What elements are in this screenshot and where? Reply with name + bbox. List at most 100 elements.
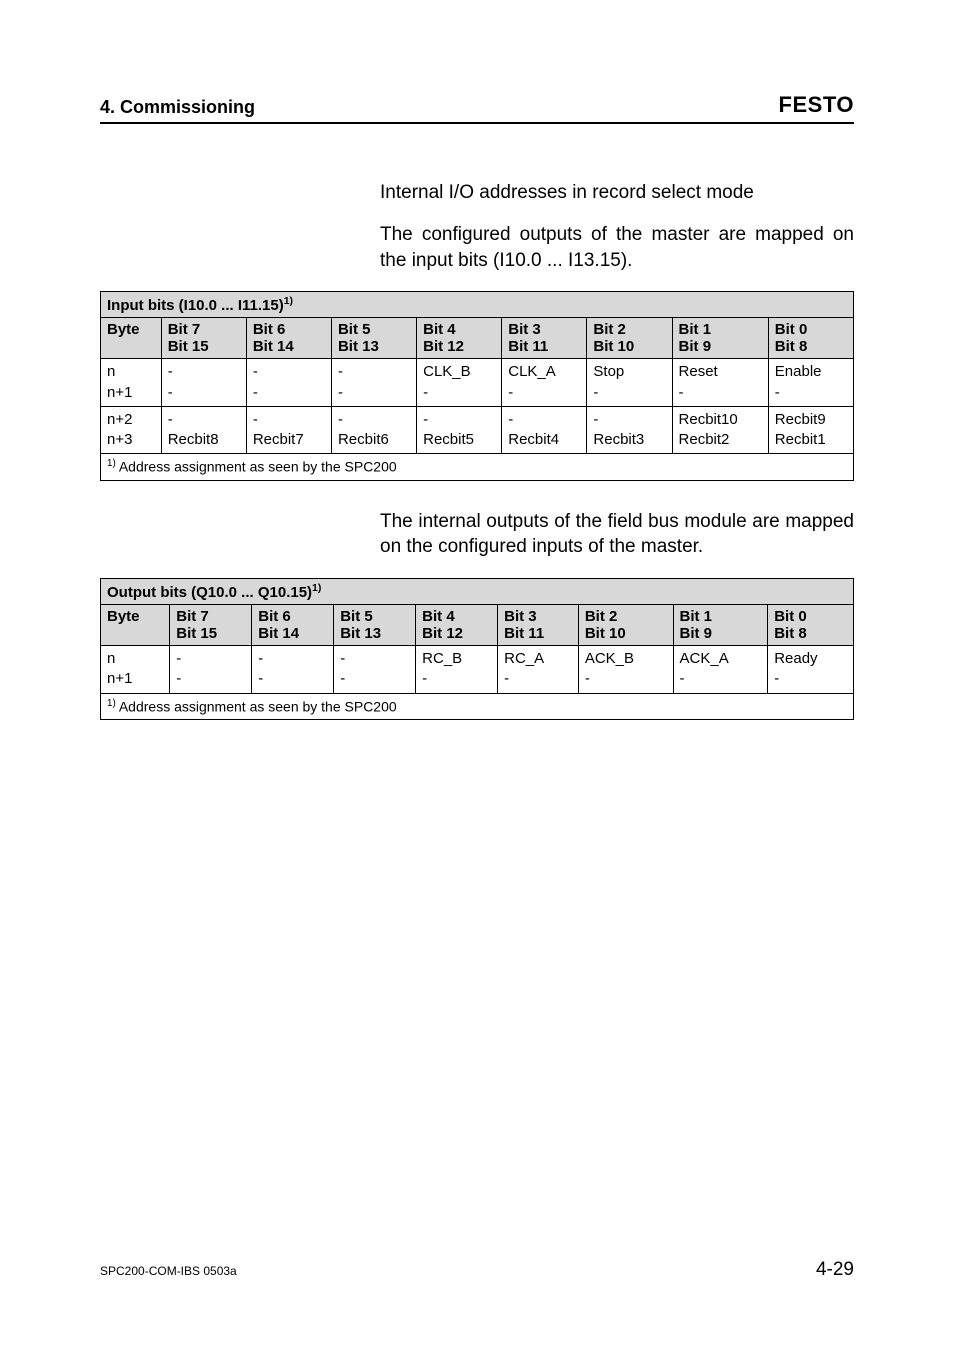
- table2-col-bot-2: Bit 13: [334, 625, 416, 646]
- t2r1a-byte: n: [107, 650, 115, 667]
- page-header: 4. Commissioning FESTO: [100, 92, 854, 124]
- table1-byte-header: Byte: [101, 318, 162, 359]
- t1r1c4: CLK_A-: [502, 359, 587, 407]
- table1-col-bot-5: Bit 10: [587, 338, 672, 359]
- table1-col-top-1: Bit 6: [246, 318, 331, 339]
- t1r2b4: Recbit4: [508, 431, 559, 448]
- t1r1c3: CLK_B -: [417, 359, 502, 407]
- t2r1a7: Ready: [774, 650, 817, 667]
- t1r1a1: -: [253, 363, 258, 380]
- t1r2a5: -: [593, 411, 598, 428]
- t1r1b3: -: [423, 384, 428, 401]
- t1r2b2: Recbit6: [338, 431, 389, 448]
- table2-col-top-6: Bit 1: [673, 605, 768, 626]
- table1-col-bot-6: Bit 9: [672, 338, 768, 359]
- table1-col-top-6: Bit 1: [672, 318, 768, 339]
- t1r1a7: Enable: [775, 363, 822, 380]
- table2-footnote-row: 1) Address assignment as seen by the SPC…: [101, 693, 854, 720]
- t1r2c5: -Recbit3: [587, 406, 672, 454]
- table2-col-bot-1: Bit 14: [252, 625, 334, 646]
- table2-footnote-cell: 1) Address assignment as seen by the SPC…: [101, 693, 854, 720]
- table2-col-top-5: Bit 2: [578, 605, 673, 626]
- t2r1b2: -: [340, 670, 345, 687]
- t1r1a-byte: n: [107, 363, 115, 380]
- t1r2a1: -: [253, 411, 258, 428]
- table1-title-cell: Input bits (I10.0 ... I11.15)1): [101, 292, 854, 318]
- table1-col-bot-7: Bit 8: [768, 338, 853, 359]
- t1r2c6: Recbit10Recbit2: [672, 406, 768, 454]
- t2r1c5: ACK_B-: [578, 646, 673, 694]
- table2-row-1: nn+1 -- -- -- RC_B- RC_A- ACK_B- ACK_A- …: [101, 646, 854, 694]
- t2r1c6: ACK_A -: [673, 646, 768, 694]
- t2r1b4: -: [504, 670, 509, 687]
- table-title-row: Input bits (I10.0 ... I11.15)1): [101, 292, 854, 318]
- table2-title-cell: Output bits (Q10.0 ... Q10.15)1): [101, 579, 854, 605]
- t2r1b3: -: [422, 670, 427, 687]
- t1r1b7: -: [775, 384, 780, 401]
- table1-col-bot-1: Bit 14: [246, 338, 331, 359]
- table1-col-top-5: Bit 2: [587, 318, 672, 339]
- t2r1b0: -: [176, 670, 181, 687]
- table1-title-sup: 1): [284, 295, 293, 307]
- table2-header-top: Byte Bit 7 Bit 6 Bit 5 Bit 4 Bit 3 Bit 2…: [101, 605, 854, 626]
- table1-footnote-text: Address assignment as seen by the SPC200: [116, 459, 397, 475]
- t1r2b1: Recbit7: [253, 431, 304, 448]
- table2-byte-header: Byte: [101, 605, 170, 646]
- t1r2b7: Recbit1: [775, 431, 826, 448]
- section-heading: Internal I/O addresses in record select …: [380, 182, 854, 204]
- table2-col-top-3: Bit 4: [416, 605, 498, 626]
- page: 4. Commissioning FESTO Internal I/O addr…: [0, 0, 954, 1351]
- t1r2a7: Recbit9: [775, 411, 826, 428]
- table1-col-bot-3: Bit 12: [417, 338, 502, 359]
- table2-col-bot-7: Bit 8: [768, 625, 854, 646]
- table2-col-bot-6: Bit 9: [673, 625, 768, 646]
- t1r1c6: Reset-: [672, 359, 768, 407]
- table2-col-bot-4: Bit 11: [498, 625, 579, 646]
- table2-col-top-1: Bit 6: [252, 605, 334, 626]
- table1-col-bot-2: Bit 13: [331, 338, 416, 359]
- t1r2c7: Recbit9 Recbit1: [768, 406, 853, 454]
- t2r1b-byte: n+1: [107, 670, 132, 687]
- t1r1a3: CLK_B: [423, 363, 471, 380]
- t1r2c0: -Recbit8: [161, 406, 246, 454]
- t1r1a4: CLK_A: [508, 363, 556, 380]
- t1r2a3: -: [423, 411, 428, 428]
- t2r1c1: --: [252, 646, 334, 694]
- t2r1a4: RC_A: [504, 650, 544, 667]
- t1r1a5: Stop: [593, 363, 624, 380]
- table1-footnote-sup: 1): [107, 458, 116, 469]
- intro-paragraph-2: The internal outputs of the field bus mo…: [380, 509, 854, 560]
- table1-col-top-3: Bit 4: [417, 318, 502, 339]
- table1-r2-byte: n+2n+3: [101, 406, 162, 454]
- table2-r1-byte: n n+1: [101, 646, 170, 694]
- table1-r1-byte: n n+1: [101, 359, 162, 407]
- t2r1c4: RC_A -: [498, 646, 579, 694]
- table1-col-bot-0: Bit 15: [161, 338, 246, 359]
- t1r1b1: -: [253, 384, 258, 401]
- table2-col-bot-5: Bit 10: [578, 625, 673, 646]
- t2r1c3: RC_B-: [416, 646, 498, 694]
- t1r1c2: --: [331, 359, 416, 407]
- t1r2c2: -Recbit6: [331, 406, 416, 454]
- t1r2c3: -Recbit5: [417, 406, 502, 454]
- t1r1c0: --: [161, 359, 246, 407]
- t1r1b5: -: [593, 384, 598, 401]
- t2r1b6: -: [680, 670, 685, 687]
- footer-doc-id: SPC200-COM-IBS 0503a: [100, 1264, 237, 1278]
- t2r1a6: ACK_A: [680, 650, 729, 667]
- t2r1c2: --: [334, 646, 416, 694]
- output-bits-table: Output bits (Q10.0 ... Q10.15)1) Byte Bi…: [100, 578, 854, 720]
- table2-title-row: Output bits (Q10.0 ... Q10.15)1): [101, 579, 854, 605]
- table1-header-top: Byte Bit 7 Bit 6 Bit 5 Bit 4 Bit 3 Bit 2…: [101, 318, 854, 339]
- table1-row-2: n+2n+3 -Recbit8 -Recbit7 -Recbit6 -Recbi…: [101, 406, 854, 454]
- t2r1a2: -: [340, 650, 345, 667]
- table2-col-bot-3: Bit 12: [416, 625, 498, 646]
- t2r1a1: -: [258, 650, 263, 667]
- t1r1c1: --: [246, 359, 331, 407]
- table2-col-top-0: Bit 7: [170, 605, 252, 626]
- t1r2c4: -Recbit4: [502, 406, 587, 454]
- t1r2a0: -: [168, 411, 173, 428]
- t1r1b-byte: n+1: [107, 384, 132, 401]
- intro-paragraph-1: The configured outputs of the master are…: [380, 222, 854, 273]
- table2-header-bot: Bit 15 Bit 14 Bit 13 Bit 12 Bit 11 Bit 1…: [101, 625, 854, 646]
